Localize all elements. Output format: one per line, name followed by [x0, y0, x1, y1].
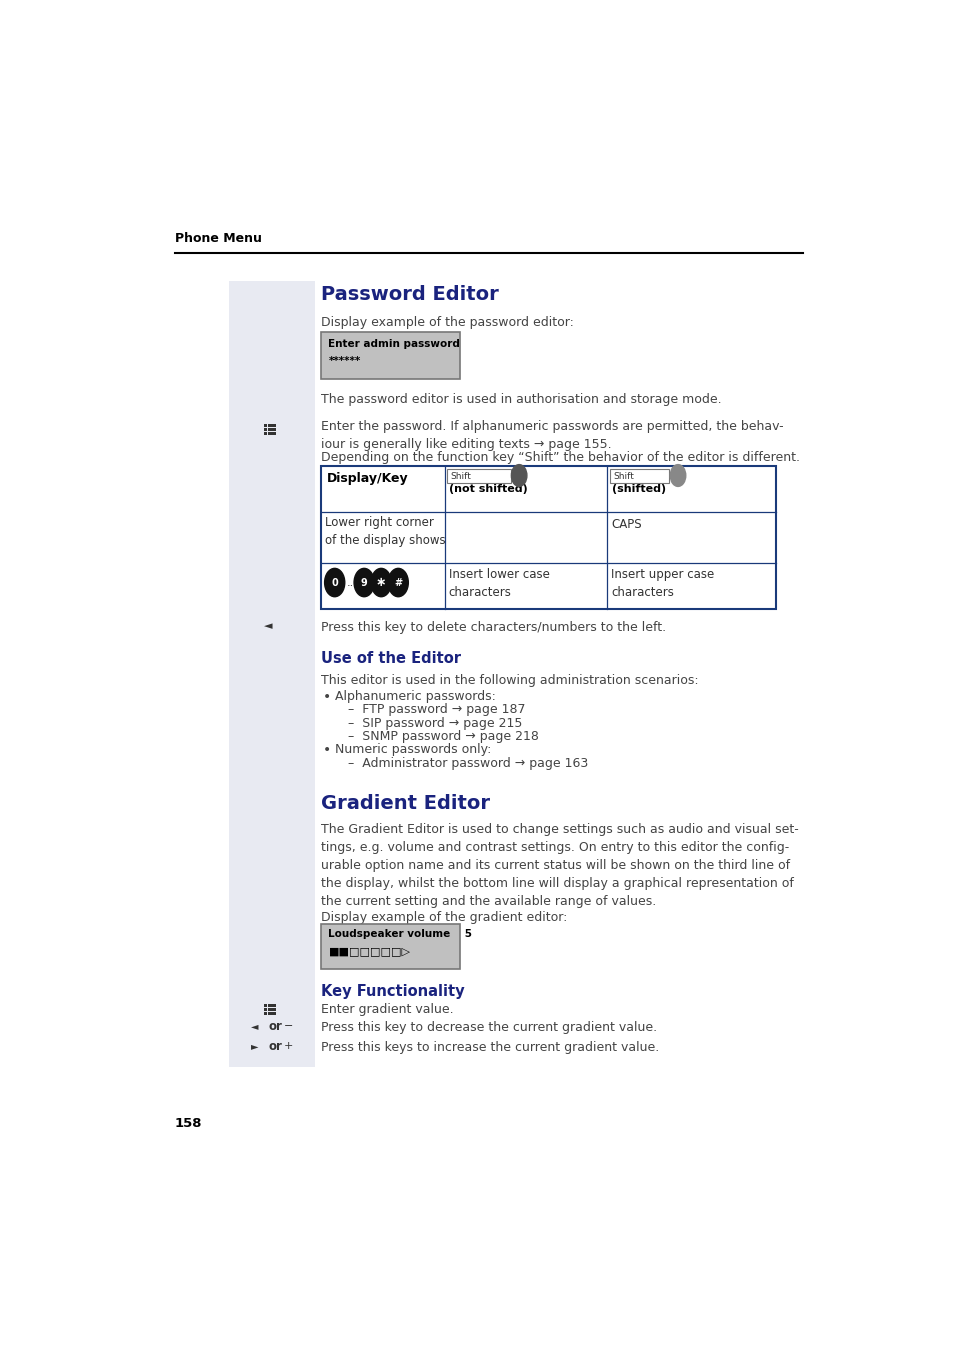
Text: Key Functionality: Key Functionality — [320, 985, 464, 1000]
Text: Enter admin password: Enter admin password — [328, 339, 460, 349]
Text: Display example of the gradient editor:: Display example of the gradient editor: — [320, 911, 566, 924]
FancyBboxPatch shape — [320, 331, 459, 380]
Text: Display example of the password editor:: Display example of the password editor: — [320, 316, 573, 330]
Text: #: # — [394, 577, 402, 588]
Text: or: or — [269, 1039, 282, 1052]
Text: Press this key to decrease the current gradient value.: Press this key to decrease the current g… — [320, 1020, 657, 1034]
Text: ∗: ∗ — [375, 576, 386, 589]
FancyBboxPatch shape — [268, 432, 272, 435]
FancyBboxPatch shape — [264, 1008, 267, 1011]
Text: ►: ► — [251, 1042, 258, 1051]
Text: The password editor is used in authorisation and storage mode.: The password editor is used in authorisa… — [320, 393, 720, 407]
FancyBboxPatch shape — [264, 1012, 267, 1016]
Text: (shifted): (shifted) — [612, 484, 665, 494]
Text: ◄: ◄ — [264, 621, 272, 631]
Text: 9: 9 — [360, 577, 367, 588]
Text: ■■□□□□□▷: ■■□□□□□▷ — [328, 946, 410, 957]
Text: Phone Menu: Phone Menu — [174, 232, 262, 246]
FancyBboxPatch shape — [273, 424, 275, 427]
Text: Password Editor: Password Editor — [320, 285, 498, 304]
Text: Enter the password. If alphanumeric passwords are permitted, the behav-
iour is : Enter the password. If alphanumeric pass… — [320, 420, 782, 451]
Text: Press this keys to increase the current gradient value.: Press this keys to increase the current … — [320, 1040, 659, 1054]
Text: ..: .. — [346, 577, 354, 588]
FancyBboxPatch shape — [273, 1012, 275, 1016]
Text: Lower right corner
of the display shows: Lower right corner of the display shows — [324, 516, 445, 547]
FancyBboxPatch shape — [264, 424, 267, 427]
Text: Press this key to delete characters/numbers to the left.: Press this key to delete characters/numb… — [320, 621, 665, 634]
Text: –  SNMP password → page 218: – SNMP password → page 218 — [348, 730, 538, 743]
Text: Shift: Shift — [612, 471, 633, 481]
FancyBboxPatch shape — [268, 1012, 272, 1016]
Text: –  Administrator password → page 163: – Administrator password → page 163 — [348, 758, 587, 770]
Text: Shift: Shift — [450, 471, 471, 481]
FancyBboxPatch shape — [268, 1008, 272, 1011]
Text: The Gradient Editor is used to change settings such as audio and visual set-
tin: The Gradient Editor is used to change se… — [320, 823, 798, 908]
Text: Display/Key: Display/Key — [327, 471, 408, 485]
Text: Insert upper case
characters: Insert upper case characters — [611, 567, 714, 598]
Text: Loudspeaker volume    5: Loudspeaker volume 5 — [328, 929, 472, 939]
FancyBboxPatch shape — [273, 1008, 275, 1011]
FancyBboxPatch shape — [264, 1004, 267, 1006]
Text: ******: ****** — [328, 357, 360, 366]
Text: (not shifted): (not shifted) — [449, 484, 528, 494]
Circle shape — [511, 465, 526, 486]
FancyBboxPatch shape — [264, 428, 267, 431]
Text: •: • — [322, 743, 331, 758]
FancyBboxPatch shape — [447, 469, 510, 482]
FancyBboxPatch shape — [273, 432, 275, 435]
Text: CAPS: CAPS — [611, 517, 641, 531]
FancyBboxPatch shape — [320, 924, 459, 969]
Text: or: or — [269, 1020, 282, 1032]
Text: –  SIP password → page 215: – SIP password → page 215 — [348, 716, 521, 730]
Text: Enter gradient value.: Enter gradient value. — [320, 1002, 453, 1016]
FancyBboxPatch shape — [268, 424, 272, 427]
FancyBboxPatch shape — [229, 281, 314, 1067]
Text: Insert lower case
characters: Insert lower case characters — [448, 567, 549, 598]
Text: 158: 158 — [174, 1117, 202, 1129]
Circle shape — [354, 569, 374, 597]
Text: Depending on the function key “Shift” the behavior of the editor is different.: Depending on the function key “Shift” th… — [320, 451, 799, 463]
Text: •: • — [322, 689, 331, 704]
Text: Use of the Editor: Use of the Editor — [320, 651, 460, 666]
FancyBboxPatch shape — [264, 432, 267, 435]
Text: ◄: ◄ — [251, 1021, 258, 1031]
FancyBboxPatch shape — [320, 466, 776, 609]
FancyBboxPatch shape — [268, 428, 272, 431]
FancyBboxPatch shape — [273, 1004, 275, 1006]
Circle shape — [670, 465, 685, 486]
Circle shape — [371, 569, 391, 597]
FancyBboxPatch shape — [268, 1004, 272, 1006]
FancyBboxPatch shape — [273, 428, 275, 431]
Text: Gradient Editor: Gradient Editor — [320, 793, 489, 812]
FancyBboxPatch shape — [609, 469, 669, 482]
Text: –  FTP password → page 187: – FTP password → page 187 — [348, 704, 525, 716]
Circle shape — [388, 569, 408, 597]
Circle shape — [324, 569, 344, 597]
Text: −: − — [283, 1021, 293, 1031]
Text: 0: 0 — [331, 577, 337, 588]
Text: +: + — [283, 1042, 293, 1051]
Text: This editor is used in the following administration scenarios:: This editor is used in the following adm… — [320, 674, 698, 688]
Text: Alphanumeric passwords:: Alphanumeric passwords: — [335, 689, 495, 703]
Text: Numeric passwords only:: Numeric passwords only: — [335, 743, 491, 757]
